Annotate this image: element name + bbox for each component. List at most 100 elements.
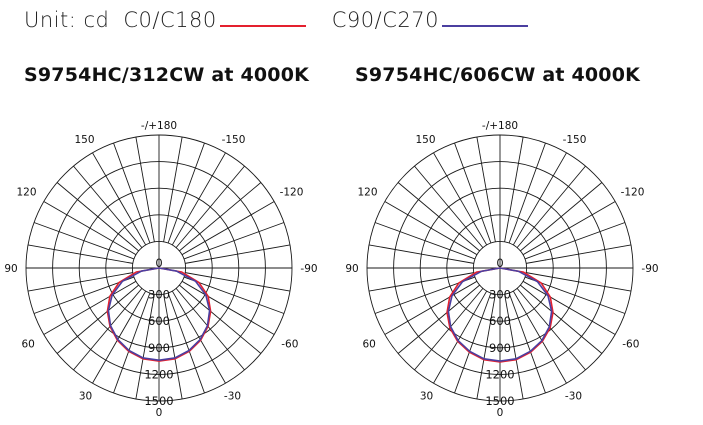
grid-spoke: [175, 165, 245, 248]
angle-tick-label: 90: [345, 263, 358, 275]
grid-spoke: [368, 244, 474, 264]
intensity-curve-c0-c180: [106, 267, 212, 362]
grid-spoke: [175, 288, 245, 371]
angle-tick-label: 60: [363, 339, 376, 351]
radial-tick-label: 300: [148, 288, 170, 302]
angle-tick-label: -150: [222, 134, 246, 146]
intensity-curve-c90-c270: [447, 267, 553, 362]
grid-spoke: [476, 136, 496, 242]
angle-tick-label: 120: [16, 187, 36, 199]
grid-spoke: [504, 294, 524, 400]
grid-spoke: [163, 136, 183, 242]
grid-spoke: [27, 272, 133, 292]
angle-tick-label: 90: [4, 263, 17, 275]
grid-spoke: [179, 182, 262, 252]
grid-spoke: [56, 182, 139, 252]
legend-label: C0/C180: [123, 8, 217, 32]
grid-spoke: [92, 290, 147, 384]
angle-tick-label: 30: [79, 390, 92, 402]
angle-tick-label: 150: [415, 134, 435, 146]
grid-spoke: [92, 152, 147, 246]
angle-tick-label: -90: [641, 263, 658, 275]
legend-swatch-purple: [441, 25, 528, 27]
angle-tick-label: -30: [565, 390, 582, 402]
grid-spoke: [520, 284, 603, 354]
grid-spoke: [163, 294, 183, 400]
chart-title-right: S9754HC/606CW at 4000K: [355, 64, 641, 86]
polar-chart-right: -/+180-150150-120120-9090-6060-303000300…: [345, 120, 658, 419]
grid-spoke: [185, 244, 291, 264]
grid-spoke: [508, 142, 546, 244]
grid-spoke: [526, 244, 632, 264]
radial-tick-label: 600: [489, 314, 511, 328]
radial-tick-label: 900: [148, 341, 170, 355]
intensity-curve-c0-c180: [446, 267, 554, 363]
angle-tick-label: 0: [497, 407, 504, 419]
grid-spoke: [181, 280, 275, 335]
grid-spoke: [33, 276, 135, 314]
grid-spoke: [171, 290, 226, 384]
radial-tick-label: 0: [155, 256, 162, 270]
angle-tick-label: 30: [420, 390, 433, 402]
grid-spoke: [524, 222, 626, 260]
radial-tick-label: 300: [489, 288, 511, 302]
grid-spoke: [56, 284, 139, 354]
polar-chart-left: -/+180-150150-120120-9090-6060-303000300…: [4, 120, 317, 419]
grid-spoke: [454, 142, 492, 244]
intensity-curve-c90-c270: [107, 267, 211, 362]
grid-spoke: [33, 222, 135, 260]
radial-tick-label: 0: [496, 256, 503, 270]
unit-label: Unit: cd: [24, 8, 110, 32]
radial-tick-label: 900: [489, 341, 511, 355]
legend: Unit: cd C0/C180 C90/C270: [24, 6, 528, 34]
grid-spoke: [183, 222, 285, 260]
grid-spoke: [433, 152, 488, 246]
angle-tick-label: 0: [156, 407, 163, 419]
grid-spoke: [171, 152, 226, 246]
grid-spoke: [526, 272, 632, 292]
grid-spoke: [113, 292, 151, 394]
grid-spoke: [135, 136, 155, 242]
grid-spoke: [397, 284, 480, 354]
angle-tick-label: 120: [357, 187, 377, 199]
grid-spoke: [183, 276, 285, 314]
angle-tick-label: -150: [563, 134, 587, 146]
angle-tick-label: -60: [281, 339, 298, 351]
radial-tick-label: 1500: [144, 394, 173, 408]
grid-spoke: [504, 136, 524, 242]
grid-spoke: [397, 182, 480, 252]
angle-tick-label: -/+180: [141, 120, 177, 132]
chart-title-left: S9754HC/312CW at 4000K: [24, 64, 310, 86]
grid-spoke: [73, 288, 143, 371]
angle-tick-label: -/+180: [482, 120, 518, 132]
grid-spoke: [43, 280, 137, 335]
angle-tick-label: -90: [300, 263, 317, 275]
polar-grid: [366, 134, 634, 402]
grid-spoke: [476, 294, 496, 400]
grid-spoke: [135, 294, 155, 400]
angle-tick-label: 60: [22, 339, 35, 351]
grid-spoke: [508, 292, 546, 394]
grid-spoke: [516, 165, 586, 248]
legend-label: C90/C270: [331, 8, 439, 32]
grid-spoke: [414, 288, 484, 371]
grid-spoke: [368, 272, 474, 292]
grid-spoke: [27, 244, 133, 264]
grid-spoke: [43, 201, 137, 256]
radial-tick-label: 600: [148, 314, 170, 328]
grid-spoke: [179, 284, 262, 354]
grid-spoke: [454, 292, 492, 394]
grid-spoke: [181, 201, 275, 256]
grid-spoke: [374, 222, 476, 260]
angle-tick-label: 150: [74, 134, 94, 146]
legend-item-c0-c180: C0/C180: [123, 8, 306, 32]
grid-spoke: [520, 182, 603, 252]
polar-grid: [25, 134, 293, 402]
grid-spoke: [522, 201, 616, 256]
grid-spoke: [384, 201, 478, 256]
grid-spoke: [167, 292, 205, 394]
grid-spoke: [414, 165, 484, 248]
grid-spoke: [185, 272, 291, 292]
legend-swatch-red: [219, 25, 306, 27]
